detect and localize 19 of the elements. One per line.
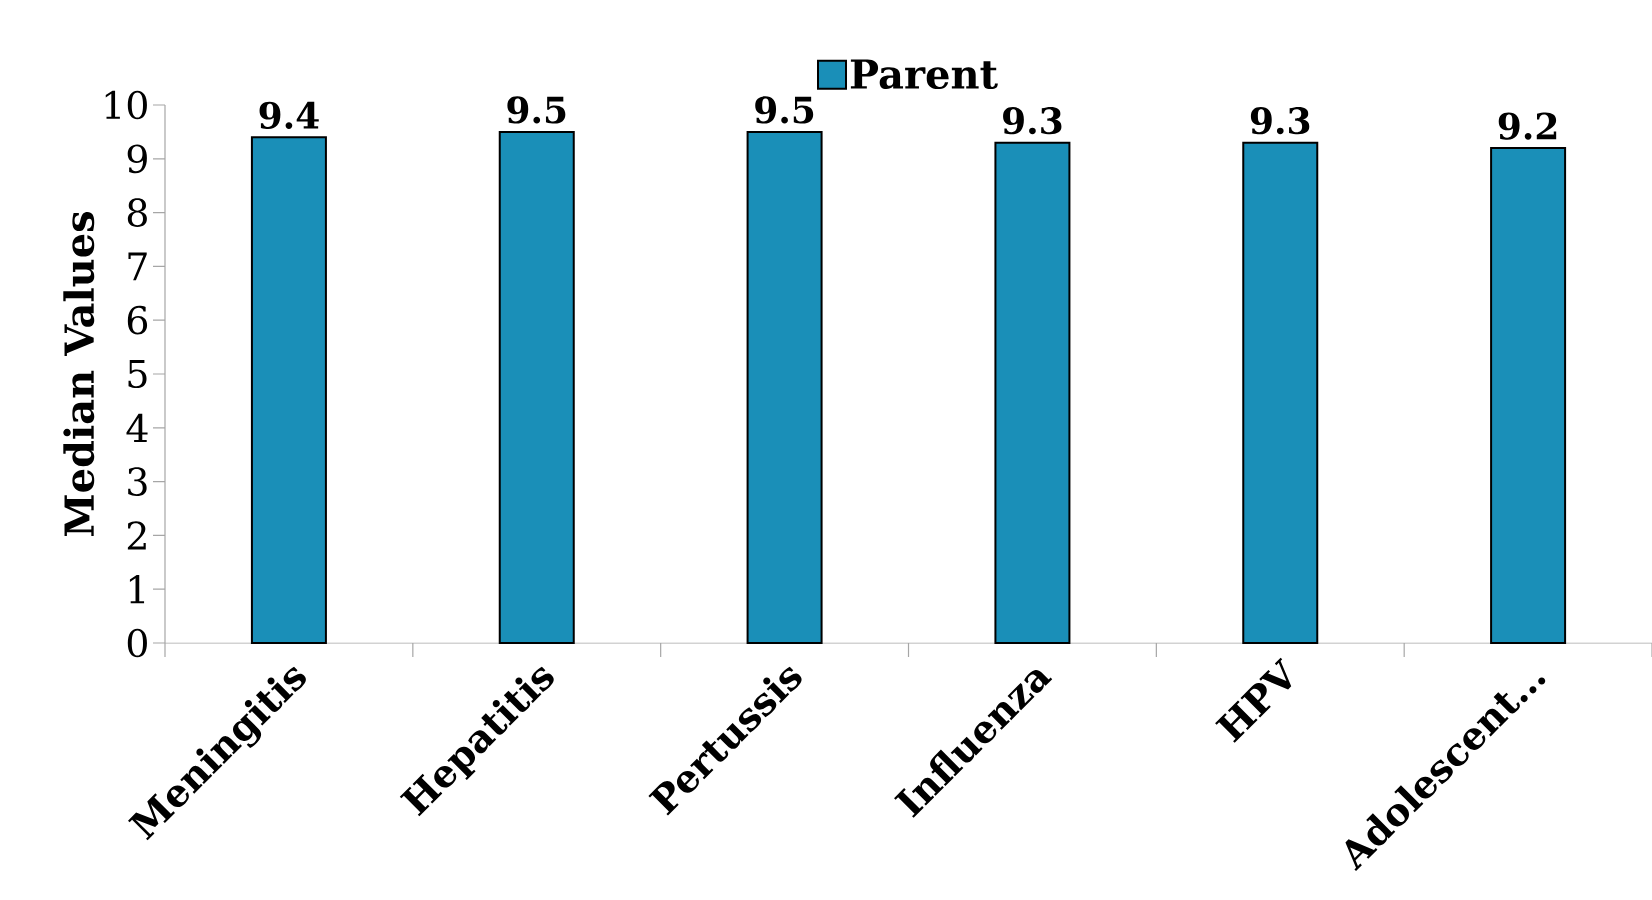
y-tick-label: 1 xyxy=(129,575,145,604)
legend-label: Parent xyxy=(850,59,998,90)
y-tick-label: 10 xyxy=(105,90,147,120)
y-tick-label: 5 xyxy=(128,359,147,389)
data-label: 9.5 xyxy=(755,96,814,124)
y-tick-label: 7 xyxy=(128,252,147,281)
y-tick-label: 9 xyxy=(127,144,147,174)
data-label: 9.3 xyxy=(1003,107,1062,135)
data-label: 9.5 xyxy=(507,96,566,124)
y-tick-label: 6 xyxy=(127,305,148,335)
y-tick-label: 8 xyxy=(127,198,147,227)
y-tick-label: 3 xyxy=(128,467,147,496)
y-tick-label: 4 xyxy=(126,413,148,442)
data-label: 9.2 xyxy=(1498,112,1557,140)
y-axis-title: Median Values xyxy=(63,211,95,536)
data-label: 9.4 xyxy=(259,101,319,129)
y-tick-label: 2 xyxy=(127,521,146,550)
y-tick-label: 0 xyxy=(127,628,147,658)
data-label: 9.3 xyxy=(1250,107,1310,135)
